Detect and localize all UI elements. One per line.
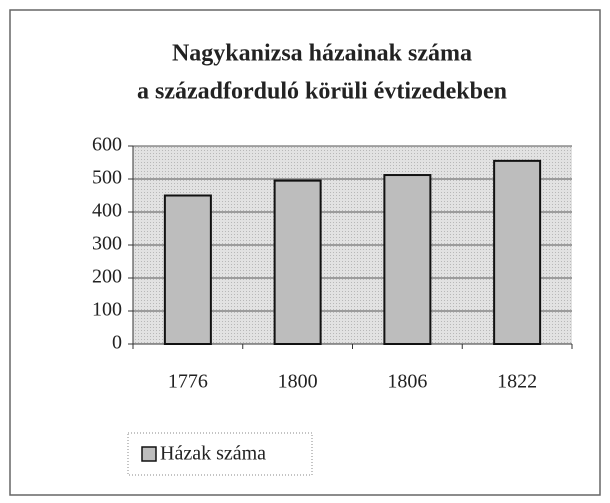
- y-tick-label: 600: [92, 134, 122, 156]
- y-tick-label: 0: [112, 332, 122, 354]
- legend-box: [127, 432, 313, 476]
- x-tick-label: 1806: [387, 371, 427, 393]
- y-tick-label: 300: [92, 233, 122, 255]
- chart-title: Nagykanizsa házainak száma: [172, 41, 472, 67]
- legend-swatch: [141, 446, 157, 462]
- x-tick-label: 1776: [168, 371, 208, 393]
- bar: [273, 179, 322, 345]
- y-tick-label: 200: [92, 266, 122, 288]
- chart-title: a századforduló körüli évtizedekben: [137, 79, 507, 105]
- bar: [383, 174, 432, 345]
- y-tick-label: 400: [92, 200, 122, 222]
- bar: [493, 159, 542, 345]
- y-tick-label: 100: [92, 299, 122, 321]
- x-tick-label: 1822: [497, 371, 537, 393]
- y-tick-label: 500: [92, 167, 122, 189]
- x-tick-label: 1800: [278, 371, 318, 393]
- bar: [163, 194, 212, 345]
- legend-label: Házak száma: [160, 443, 266, 465]
